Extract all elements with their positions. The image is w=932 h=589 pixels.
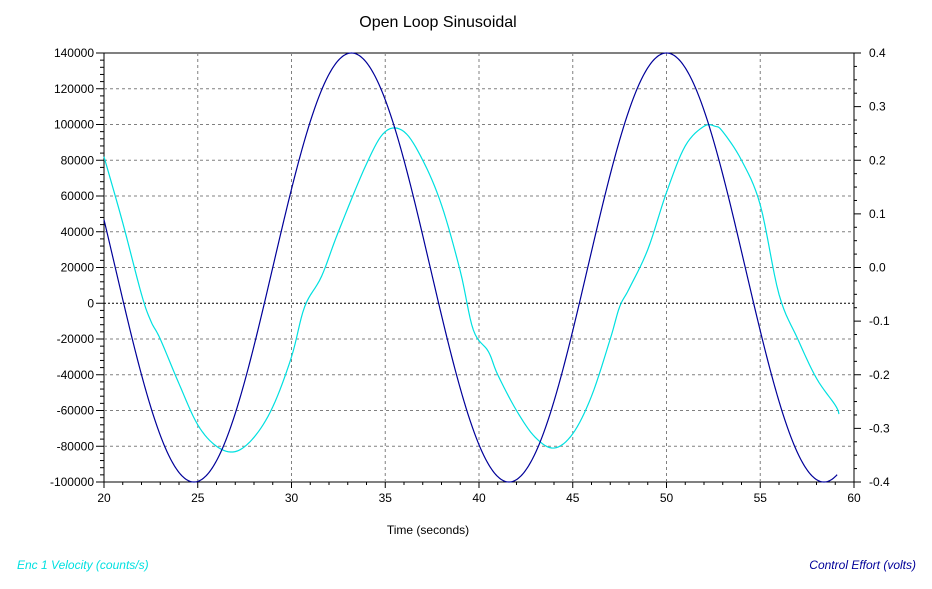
left-tick-label: 100000 [54, 118, 94, 132]
series-line-control-effort [103, 52, 838, 483]
legend-right-label: Control Effort (volts) [809, 558, 916, 572]
right-tick-label: 0.2 [869, 153, 886, 167]
left-tick-label: 40000 [61, 225, 95, 239]
x-axis: 20 25 30 35 40 45 50 55 60 [97, 482, 861, 505]
left-tick-label: -100000 [50, 475, 94, 489]
left-tick-label: 80000 [61, 153, 95, 167]
left-tick-label: -60000 [57, 404, 95, 418]
left-axis: 140000 120000 100000 80000 60000 40000 20000 0 -… [50, 46, 104, 489]
right-tick-label: 0.3 [869, 100, 886, 114]
chart-title: Open Loop Sinusoidal [359, 14, 516, 31]
left-tick-label: -40000 [57, 368, 95, 382]
right-axis: 0.4 0.3 0.2 0.1 0.0 -0.1 -0.2 -0.3 -0.4 [854, 46, 890, 489]
series-line-enc1-velocity [103, 124, 840, 453]
left-tick-label: 20000 [61, 261, 95, 275]
x-axis-title: Time (seconds) [387, 523, 469, 537]
x-tick-label: 45 [566, 491, 580, 505]
x-tick-label: 20 [97, 491, 111, 505]
x-tick-label: 30 [285, 491, 299, 505]
x-tick-label: 55 [754, 491, 768, 505]
grid-lines [104, 53, 854, 482]
right-tick-label: -0.3 [869, 421, 890, 435]
left-tick-label: 60000 [61, 189, 95, 203]
left-tick-label: -20000 [57, 332, 95, 346]
right-tick-label: -0.1 [869, 314, 890, 328]
left-tick-label: -80000 [57, 439, 95, 453]
right-tick-label: 0.4 [869, 46, 886, 60]
x-tick-label: 40 [472, 491, 486, 505]
series-lines [103, 52, 840, 483]
right-tick-label: 0.0 [869, 261, 886, 275]
legend-left-label: Enc 1 Velocity (counts/s) [17, 558, 149, 572]
left-tick-label: 0 [87, 296, 94, 310]
x-tick-label: 50 [660, 491, 674, 505]
right-tick-label: -0.2 [869, 368, 890, 382]
x-tick-label: 60 [847, 491, 861, 505]
x-tick-label: 35 [379, 491, 393, 505]
left-tick-label: 120000 [54, 82, 94, 96]
left-tick-label: 140000 [54, 46, 94, 60]
right-tick-label: -0.4 [869, 475, 890, 489]
right-tick-label: 0.1 [869, 207, 886, 221]
x-tick-label: 25 [191, 491, 205, 505]
